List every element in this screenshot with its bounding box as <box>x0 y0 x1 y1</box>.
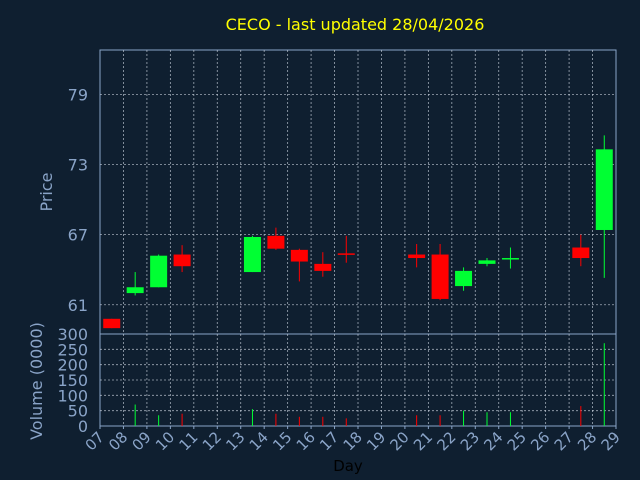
candle-body <box>501 258 519 260</box>
candle-body <box>150 255 168 288</box>
x-axis-label: Day <box>333 457 363 475</box>
x-tick-label: 15 <box>269 428 295 454</box>
candle-body <box>408 254 426 259</box>
x-tick-label: 13 <box>222 428 248 454</box>
x-tick-label: 25 <box>504 428 530 454</box>
volume-tick-label: 50 <box>68 402 88 421</box>
candle-body <box>173 254 191 267</box>
volume-tick-label: 100 <box>57 386 88 405</box>
x-tick-label: 19 <box>363 428 389 454</box>
x-tick-label: 21 <box>410 428 436 454</box>
x-tick-label: 16 <box>293 428 319 454</box>
chart-title: CECO - last updated 28/04/2026 <box>226 15 485 34</box>
candle-body <box>103 318 121 329</box>
x-tick-label: 29 <box>598 428 624 454</box>
x-tick-label: 09 <box>129 428 155 454</box>
candle-body <box>572 247 590 259</box>
x-tick-label: 11 <box>175 428 201 454</box>
x-tick-label: 20 <box>387 428 413 454</box>
volume-tick-label: 150 <box>57 371 88 390</box>
x-tick-label: 18 <box>340 428 366 454</box>
x-tick-label: 27 <box>551 428 577 454</box>
x-tick-label: 10 <box>152 428 178 454</box>
candle-body <box>455 270 473 287</box>
x-tick-label: 24 <box>480 428 506 454</box>
candle-body <box>595 149 613 230</box>
candle-body <box>337 253 355 255</box>
x-tick-label: 12 <box>199 428 225 454</box>
candle-body <box>267 235 285 249</box>
candle-body <box>126 287 144 294</box>
price-tick-label: 79 <box>68 85 88 104</box>
price-tick-label: 61 <box>68 296 88 315</box>
volume-tick-label: 200 <box>57 356 88 375</box>
x-tick-label: 23 <box>457 428 483 454</box>
x-tick-label: 08 <box>105 428 131 454</box>
candle-body <box>478 260 496 264</box>
x-tick-label: 22 <box>433 428 459 454</box>
x-axis: 0708091011121314151617181920212223242526… <box>82 426 624 454</box>
candle-body <box>431 254 449 299</box>
x-tick-label: 14 <box>246 428 272 454</box>
x-tick-label: 26 <box>527 428 553 454</box>
price-tick-label: 67 <box>68 226 88 245</box>
candle-body <box>314 263 332 271</box>
candle-body <box>290 249 308 262</box>
price-axis-label: Price <box>37 172 56 211</box>
x-tick-label: 17 <box>316 428 342 454</box>
price-tick-label: 73 <box>68 156 88 175</box>
volume-axis-label: Volume (0000) <box>27 322 46 440</box>
volume-tick-label: 300 <box>57 325 88 344</box>
x-tick-label: 28 <box>574 428 600 454</box>
price-panel: 61 67 73 79 <box>68 49 617 335</box>
volume-tick-label: 250 <box>57 340 88 359</box>
volume-tick-label: 0 <box>78 417 88 436</box>
candle-body <box>243 236 261 273</box>
